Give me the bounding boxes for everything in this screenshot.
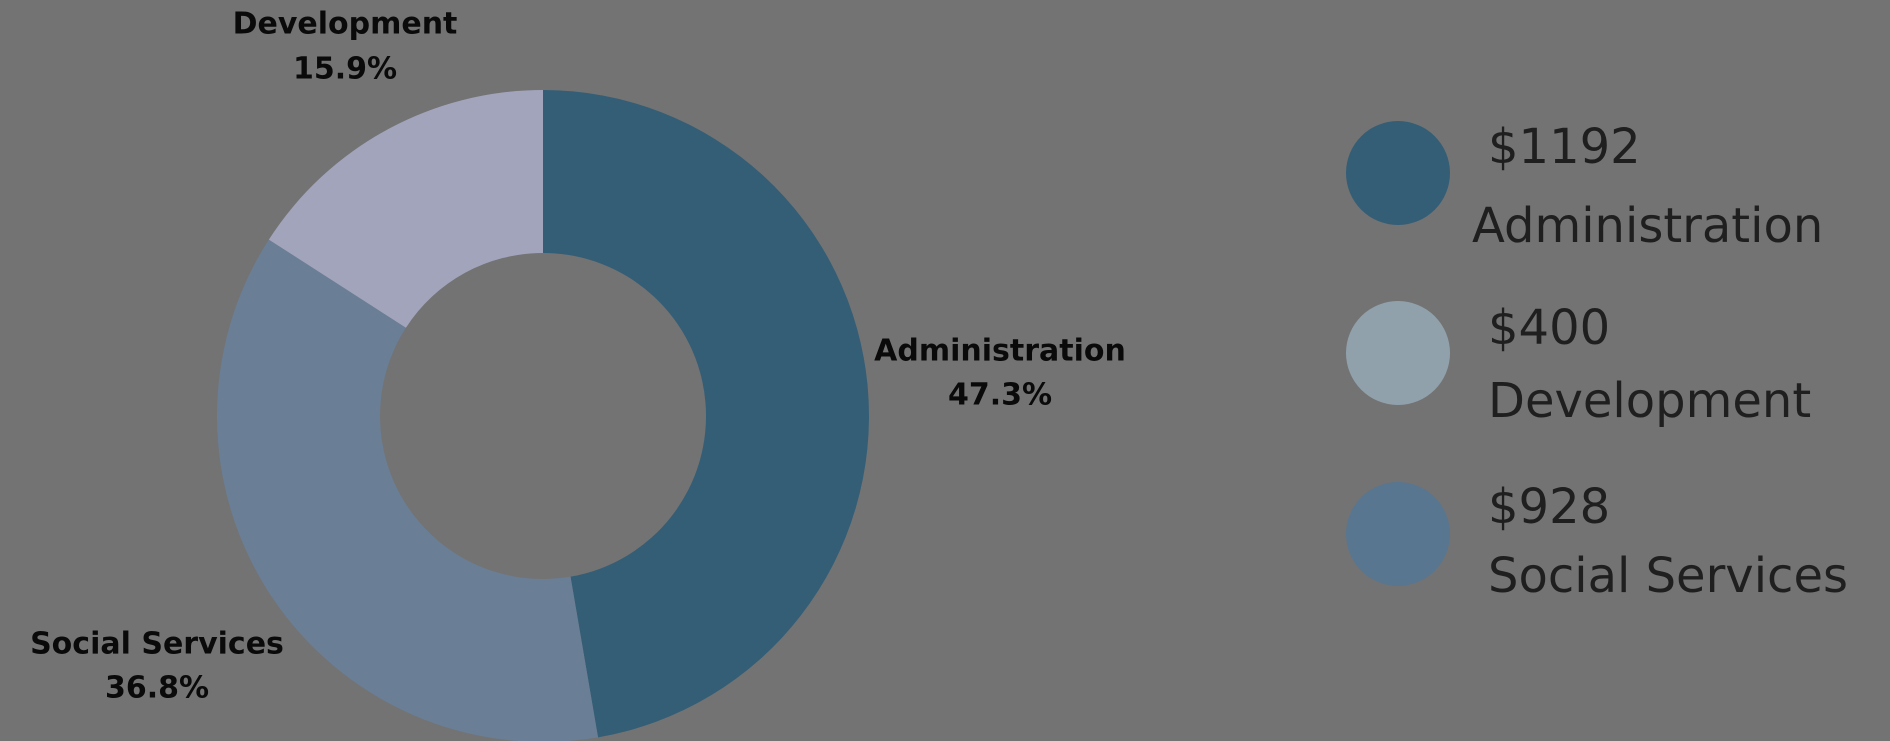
donut-slices (217, 89, 869, 741)
legend-amount: $400 (1488, 300, 1610, 356)
legend-amount: $1192 (1488, 119, 1641, 175)
legend-label: Social Services (1488, 548, 1848, 604)
legend: $1192 Administration $400 Development $928 So… (1346, 119, 1848, 604)
legend-swatch (1346, 121, 1450, 225)
slice-label-percent: 47.3% (948, 378, 1052, 413)
slice-label-name: Administration (874, 334, 1126, 369)
legend-amount: $928 (1488, 479, 1610, 535)
legend-label: Administration (1472, 198, 1823, 254)
slice-label-percent: 36.8% (105, 671, 209, 706)
legend-swatch (1346, 301, 1450, 405)
slice-label-percent: 15.9% (293, 52, 397, 87)
slice-social-services (217, 239, 599, 741)
slice-label-name: Development (233, 7, 458, 42)
slice-administration (543, 90, 869, 738)
slice-labels: Administration 47.3% Social Services 36.8% D… (30, 7, 1126, 706)
legend-swatch (1346, 482, 1450, 586)
slice-label-name: Social Services (30, 627, 284, 662)
legend-label: Development (1488, 373, 1811, 429)
slice-development (268, 89, 543, 328)
